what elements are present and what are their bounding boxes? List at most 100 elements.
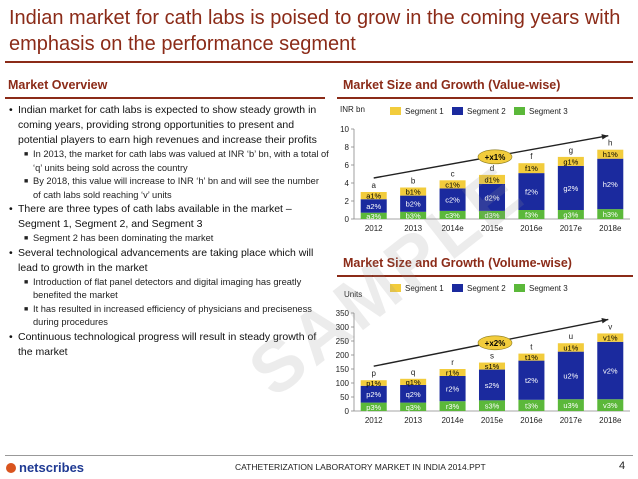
value-chart-heading: Market Size and Growth (Value-wise) [343, 78, 561, 92]
y-tick-label: 6 [345, 161, 350, 170]
total-label: r [451, 358, 454, 367]
bullet-item: • Indian market for cath labs is expected… [7, 103, 329, 148]
y-tick-label: 10 [340, 125, 349, 134]
segment-label: a1% [366, 192, 381, 201]
segment-label: f1% [525, 164, 538, 173]
growth-badge [477, 335, 513, 351]
segment-label: f3% [525, 211, 538, 220]
bar-segment [360, 199, 387, 213]
total-label: b [411, 177, 416, 186]
total-label: g [569, 146, 573, 155]
segment-label: v2% [603, 367, 618, 376]
bar-segment [400, 378, 427, 385]
netscribes-logo: netscribes [6, 460, 84, 475]
bar-segment [478, 174, 506, 184]
volume-chart: Units Segment 1 Segment 2 Segment 3 0 50 100 15… [330, 278, 638, 453]
segment-label: u1% [563, 343, 578, 352]
bullet-text: Indian market for cath labs is expected … [18, 104, 317, 146]
segment-label: g2% [563, 184, 578, 193]
bullet-text: There are three types of cath labs avail… [18, 203, 292, 230]
unit-label: Units [344, 290, 362, 299]
x-tick-label: 2012 [365, 416, 383, 425]
x-tick-label: 2014e [441, 224, 464, 233]
bullet-item: • Continuous technological progress will … [7, 330, 329, 360]
volume-chart-underline [337, 275, 633, 277]
bar-segment [557, 351, 584, 400]
bar-segment [478, 400, 506, 411]
segment-label: q1% [406, 378, 421, 387]
bar-segment [597, 341, 624, 400]
bar-segment [360, 192, 387, 200]
legend-label: Segment 2 [467, 284, 506, 293]
segment-label: u2% [563, 371, 578, 380]
segment-label: d1% [484, 175, 499, 184]
bullet-dot-icon: • [9, 104, 13, 116]
bar-segment [439, 376, 466, 402]
segment-label: g3% [563, 211, 578, 220]
sub-bullet-item: ■ Segment 2 has been dominating the marke… [7, 232, 329, 246]
growth-arrow-head [601, 134, 609, 140]
bar-segment [360, 380, 387, 386]
growth-label: +x2% [485, 339, 506, 348]
total-label: p [371, 369, 376, 378]
legend-swatch [514, 284, 525, 292]
segment-label: c2% [445, 196, 460, 205]
bar-segment [518, 173, 545, 210]
growth-label: +x1% [485, 153, 506, 162]
legend-label: Segment 3 [529, 284, 568, 293]
bullet-text: Continuous technological progress will r… [18, 330, 317, 358]
segment-label: a2% [366, 202, 381, 211]
bar-segment [557, 210, 584, 219]
y-tick-label: 250 [336, 337, 350, 346]
total-label: q [411, 368, 415, 377]
logo-text: netscribes [19, 460, 85, 475]
segment-label: t1% [525, 353, 538, 362]
bar-segment [557, 399, 584, 411]
bar-segment [478, 183, 506, 211]
x-tick-label: 2012 [365, 224, 383, 233]
overview-bullets: • Indian market for cath labs is expected… [7, 103, 329, 360]
total-label: c [451, 169, 455, 178]
y-tick-label: 4 [345, 179, 350, 188]
logo-swirl-icon [6, 463, 16, 473]
bullet-dot-icon: • [9, 203, 13, 215]
y-tick-label: 150 [336, 365, 350, 374]
segment-label: c3% [445, 211, 460, 220]
y-tick-label: 2 [345, 197, 350, 206]
bar-segment [597, 399, 624, 411]
y-tick-label: 50 [340, 393, 349, 402]
legend-swatch [390, 284, 401, 292]
legend-label: Segment 3 [529, 107, 568, 116]
bullet-text: Introduction of flat panel detectors and… [33, 276, 302, 301]
bar-segment [439, 210, 466, 219]
footer-divider [5, 455, 633, 456]
segment-label: r1% [446, 369, 460, 378]
x-tick-label: 2014e [441, 416, 464, 425]
sub-bullet-item: ■ Introduction of flat panel detectors an… [7, 276, 329, 303]
x-tick-label: 2017e [560, 224, 583, 233]
bar-segment [557, 343, 584, 352]
x-tick-label: 2015e [481, 416, 504, 425]
y-tick-label: 350 [336, 309, 350, 318]
value-chart: INR bn Segment 1 Segment 2 Segment 3 0 2 4 6 8 10… [330, 100, 638, 250]
total-label: v [608, 322, 612, 331]
total-label: h [608, 139, 612, 148]
x-tick-label: 2013 [404, 224, 422, 233]
y-tick-label: 0 [345, 215, 350, 224]
bar-segment [597, 209, 624, 219]
bullet-square-icon: ■ [24, 305, 29, 313]
legend-swatch [390, 107, 401, 115]
y-tick-label: 100 [336, 379, 350, 388]
total-label: s [490, 352, 494, 361]
segment-label: p2% [366, 390, 381, 399]
bullet-text: In 2013, the market for cath labs was va… [33, 149, 329, 173]
segment-label: r2% [446, 385, 460, 394]
title-divider [5, 61, 633, 63]
segment-label: q3% [406, 403, 421, 412]
bar-segment [478, 362, 506, 370]
segment-label: t2% [525, 376, 538, 385]
segment-label: t3% [525, 401, 538, 410]
bar-segment [478, 210, 506, 219]
legend-label: Segment 1 [405, 107, 444, 116]
x-tick-label: 2013 [404, 416, 422, 425]
